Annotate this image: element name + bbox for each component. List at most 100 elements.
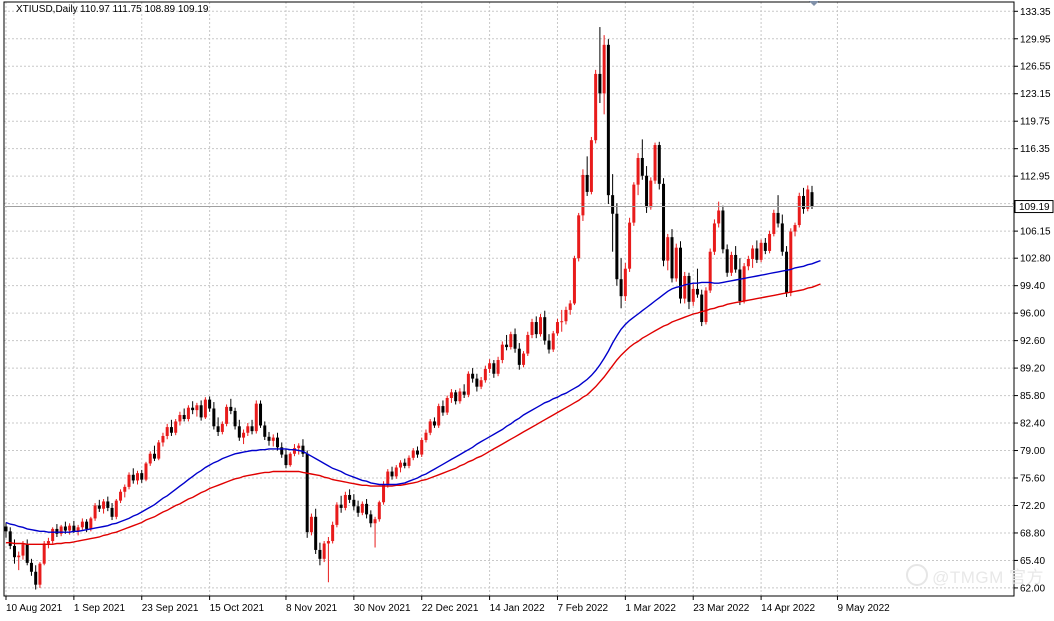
candle-body	[369, 514, 373, 524]
candle	[602, 35, 606, 115]
candle-body	[466, 373, 470, 395]
candle-body	[589, 140, 593, 192]
candle	[97, 499, 101, 512]
x-tick-label: 8 Nov 2021	[286, 603, 338, 614]
candle	[530, 318, 534, 339]
candle	[369, 510, 373, 528]
candle	[191, 401, 195, 415]
candle	[271, 434, 275, 447]
candle	[488, 359, 492, 373]
candle-body	[275, 437, 279, 448]
candle-body	[602, 44, 606, 94]
ma-fast-line	[5, 259, 821, 533]
chart-symbol-label: XTIUSD,Daily	[16, 4, 78, 15]
candle-body	[280, 447, 284, 455]
candle-body	[623, 268, 627, 297]
candle	[662, 178, 666, 267]
candle-body	[161, 435, 165, 443]
candle-body	[700, 294, 704, 323]
candle-body	[38, 563, 42, 585]
candle-body	[746, 258, 750, 267]
plot-frame	[3, 1, 1015, 597]
candle	[102, 499, 106, 514]
candle	[564, 306, 568, 325]
candle-body	[356, 506, 360, 513]
x-tick-label: 14 Jan 2022	[490, 603, 545, 614]
candle	[399, 460, 403, 473]
candle	[623, 263, 627, 302]
candle	[551, 330, 555, 352]
candle-body	[657, 145, 661, 184]
candle	[242, 429, 246, 445]
candle-body	[110, 507, 114, 517]
candle	[513, 328, 517, 353]
y-tick-label: 96.00	[1020, 309, 1045, 320]
candle	[284, 448, 288, 469]
candle	[148, 451, 152, 466]
candle-body	[59, 526, 63, 534]
candle-body	[437, 406, 441, 426]
candle	[424, 429, 428, 443]
chart-grid	[4, 2, 1014, 596]
candle	[331, 521, 335, 544]
y-tick-label: 72.20	[1020, 501, 1045, 512]
candle	[479, 376, 483, 390]
y-tick-label: 79.00	[1020, 446, 1045, 457]
candle-body	[63, 526, 67, 531]
candle	[178, 411, 182, 426]
candle	[360, 501, 364, 516]
candle-body	[267, 436, 271, 441]
candle-body	[411, 450, 415, 458]
candle-body	[97, 505, 101, 509]
candle	[746, 255, 750, 271]
candle-body	[683, 275, 687, 299]
y-tick-label: 116.35	[1020, 144, 1050, 155]
candle	[776, 195, 780, 228]
candle	[649, 177, 653, 210]
candle	[59, 524, 63, 537]
candle	[280, 442, 284, 458]
candle-body	[628, 222, 632, 269]
candle-body	[581, 174, 585, 216]
candle	[267, 431, 271, 446]
candle	[449, 389, 453, 403]
candle-body	[721, 210, 725, 250]
candle	[195, 402, 199, 417]
candle-body	[365, 503, 369, 515]
candle-body	[106, 501, 110, 508]
candle-body	[560, 321, 564, 323]
candle	[645, 166, 649, 213]
candle-body	[785, 251, 789, 293]
candle	[572, 255, 576, 306]
candle	[462, 384, 466, 398]
y-tick-label: 129.95	[1020, 34, 1051, 45]
candle	[704, 287, 708, 325]
candle	[717, 201, 721, 228]
candle	[729, 251, 733, 276]
candle-body	[530, 322, 534, 335]
candle	[768, 230, 772, 254]
current-price-label: 109.19	[1019, 202, 1050, 213]
candle-body	[534, 322, 538, 335]
candle-body	[619, 279, 623, 297]
candle	[390, 466, 394, 480]
candle	[233, 407, 237, 430]
x-tick-label: 9 May 2022	[837, 603, 890, 614]
candle	[454, 389, 458, 405]
candle	[8, 527, 12, 550]
candle-body	[114, 500, 118, 517]
candle	[220, 421, 224, 435]
candle-body	[309, 516, 313, 533]
candle-body	[263, 425, 267, 437]
candle	[691, 284, 695, 306]
candle-body	[377, 502, 381, 520]
candle	[34, 565, 38, 590]
candle-body	[237, 426, 241, 438]
candle	[326, 537, 330, 583]
x-tick-label: 14 Apr 2022	[761, 603, 815, 614]
candle	[810, 185, 814, 209]
candle-body	[254, 403, 258, 432]
candle-body	[479, 380, 483, 387]
